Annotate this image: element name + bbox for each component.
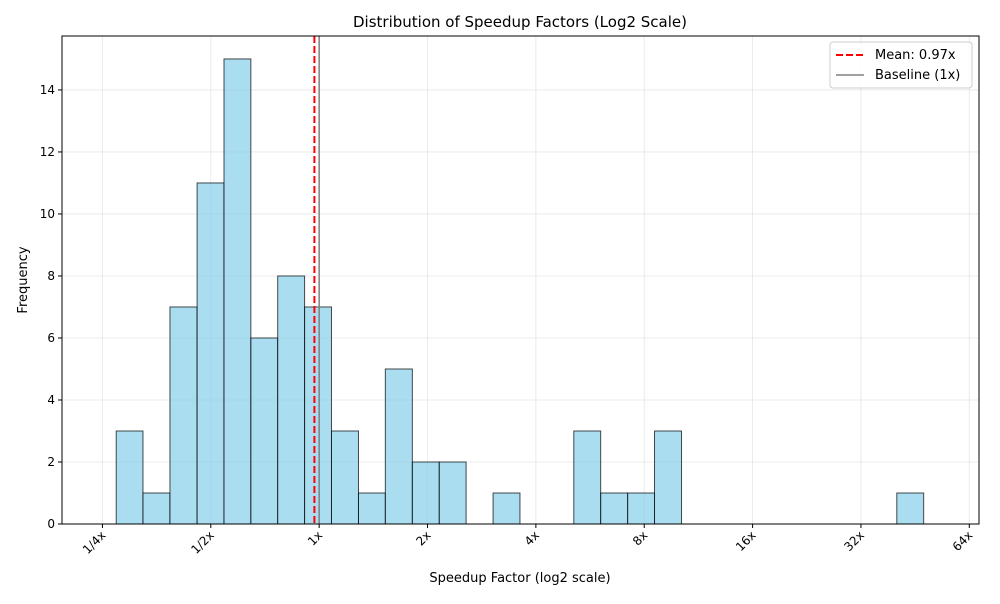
y-tick-label: 4	[47, 393, 55, 407]
x-tick-label: 8x	[630, 528, 650, 548]
legend-label: Mean: 0.97x	[875, 48, 956, 63]
histogram-bar	[896, 492, 925, 525]
histogram-bar	[357, 492, 386, 525]
x-tick-label: 1x	[305, 528, 325, 548]
histogram-bar	[654, 430, 683, 525]
histogram-bar	[492, 492, 521, 525]
legend: Mean: 0.97x Baseline (1x)	[829, 41, 973, 89]
x-tick-label: 16x	[733, 528, 759, 554]
y-axis-label: Frequency	[16, 246, 31, 313]
histogram-bar	[600, 492, 629, 525]
histogram-bar	[411, 461, 440, 525]
y-tick-label: 2	[47, 455, 55, 469]
histogram-bar	[384, 368, 413, 525]
histogram-bar	[250, 337, 279, 525]
reference-lines	[313, 36, 320, 524]
bars	[115, 58, 925, 525]
histogram-bar	[627, 492, 656, 525]
histogram-bar	[223, 58, 252, 525]
chart-title: Distribution of Speedup Factors (Log2 Sc…	[353, 13, 687, 31]
histogram-bar	[330, 430, 359, 525]
x-tick-label: 32x	[841, 528, 867, 554]
histogram-bar	[196, 182, 225, 525]
histogram-bar	[573, 430, 602, 525]
legend-label: Baseline (1x)	[875, 68, 960, 83]
y-tick-label: 6	[47, 331, 55, 345]
x-tick-label: 64x	[950, 528, 976, 554]
x-tick-label: 2x	[413, 528, 433, 548]
y-tick-label: 0	[47, 517, 55, 531]
y-tick-label: 8	[47, 269, 55, 283]
x-axis-label: Speedup Factor (log2 scale)	[429, 571, 610, 586]
plot-frame	[61, 35, 980, 525]
y-tick-label: 14	[40, 83, 55, 97]
histogram-bar	[115, 430, 144, 525]
y-tick-label: 10	[40, 207, 55, 221]
histogram-bar	[304, 306, 332, 525]
x-tick-label: 1/2x	[188, 528, 217, 557]
legend-box	[829, 41, 973, 89]
y-tick-label: 12	[40, 145, 55, 159]
histogram-bar	[277, 275, 306, 525]
x-tick-label: 4x	[522, 528, 542, 548]
x-tick-label: 1/4x	[80, 528, 109, 557]
histogram-bar	[438, 461, 467, 525]
histogram-bar	[142, 492, 171, 525]
histogram-bar	[169, 306, 198, 525]
